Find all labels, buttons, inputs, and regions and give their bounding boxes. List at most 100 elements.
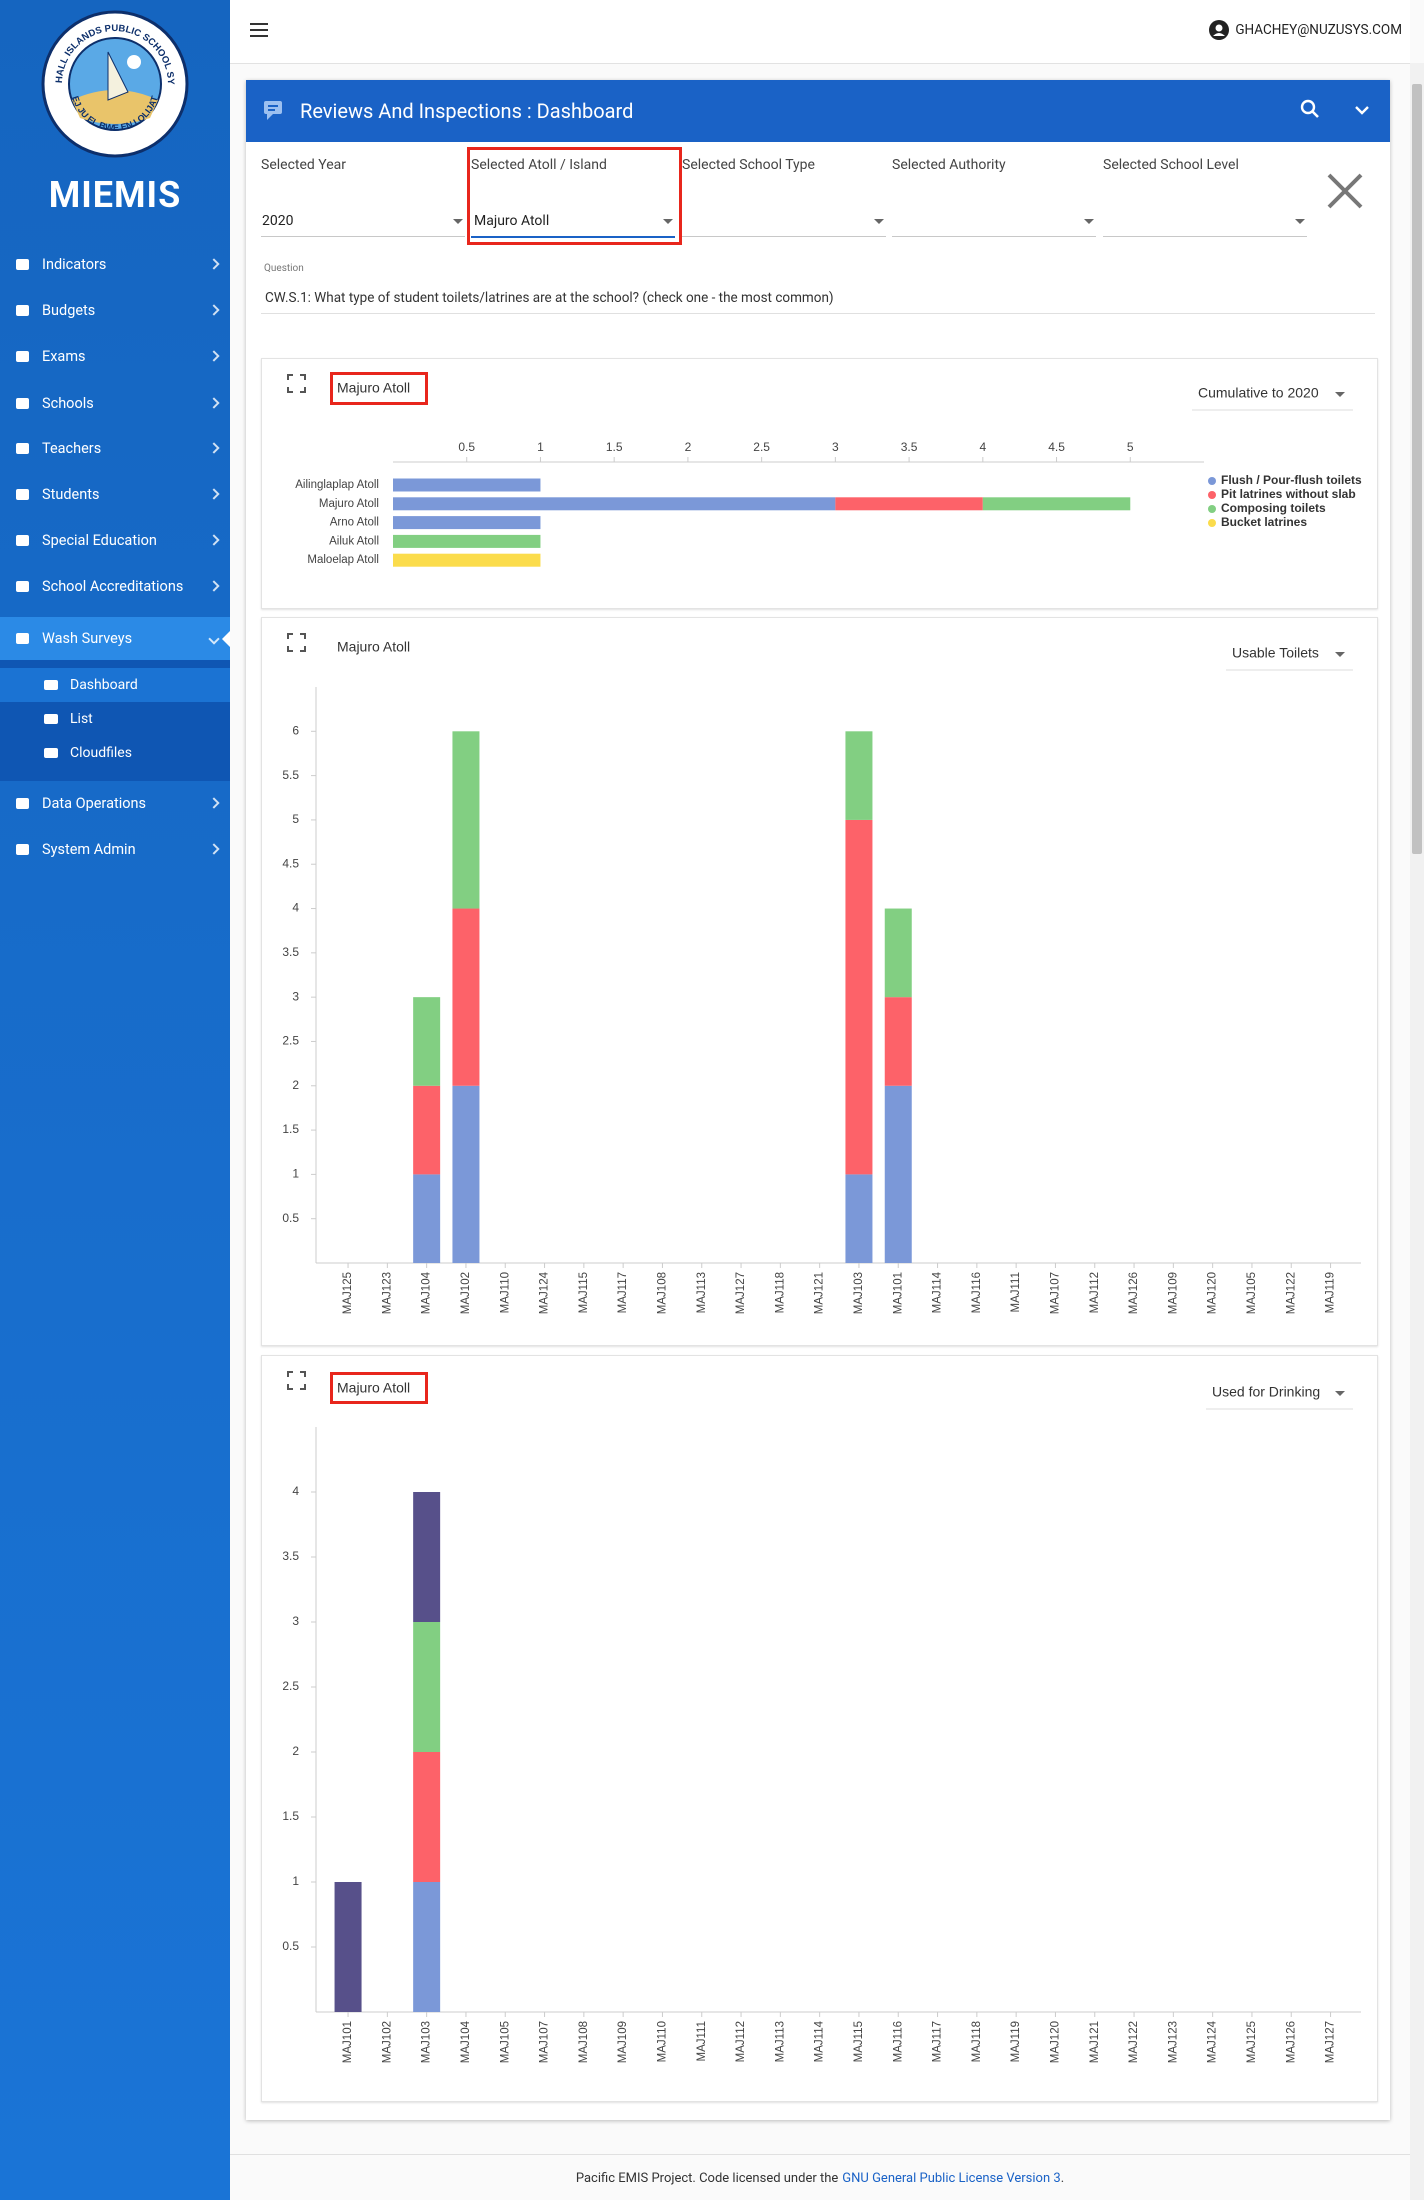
filter-caret[interactable] [663,219,673,224]
x-tick-label: MAJ107 [539,2021,551,2063]
panel-title: Reviews And Inspections : Dashboard [300,99,634,123]
nav-item[interactable]: Budgets [0,290,230,330]
charts: Majuro Atoll Cumulative to 2020 0.5 1 1.5 2 2.… [282,374,1362,2063]
chart-title: Majuro Atoll [337,639,410,655]
submenu-icon [44,680,58,690]
x-tick-label: 1.5 [606,440,623,454]
x-tick-label: 2 [685,440,692,454]
legend-swatch [1208,519,1216,527]
submenu-icon [44,748,58,758]
nav-label: Teachers [42,439,102,457]
filter-label: Selected School Type [682,157,815,173]
submenu-item[interactable]: List [0,702,230,736]
legend-swatch [1208,505,1216,513]
filter-underline [261,236,465,237]
submenu-label: List [70,711,93,727]
y-tick-label: 2.5 [282,1034,299,1048]
chart-selector[interactable]: Used for Drinking [1212,1384,1320,1400]
y-tick-label: 4 [292,901,299,915]
y-tick-label: Ailuk Atoll [329,535,379,547]
nav-item[interactable]: Indicators [0,244,230,284]
y-tick-label: 2.5 [282,1679,299,1693]
scrollbar-thumb[interactable] [1412,84,1422,854]
bar-segment [452,731,480,909]
chart-selector[interactable]: Cumulative to 2020 [1198,385,1319,401]
nav-item[interactable]: Wash Surveys [0,617,230,660]
filter-label: Selected School Level [1103,157,1239,173]
x-tick-label: MAJ125 [342,1272,354,1314]
filter-caret[interactable] [453,219,463,224]
bar-segment [413,1174,441,1263]
selector-caret [1335,652,1345,657]
fullscreen-icon[interactable] [287,1371,306,1390]
chart-selector[interactable]: Usable Toilets [1232,645,1319,661]
y-tick-label: 4.5 [282,856,299,870]
chart-card [261,617,1378,1346]
x-tick-label: MAJ113 [774,2021,786,2062]
nav-icon [16,397,29,409]
bar-segment [845,731,873,820]
question-label: Question [264,263,304,274]
y-tick-label: 0.5 [282,1211,299,1225]
x-tick-label: MAJ116 [971,1272,983,1313]
chart-title: Majuro Atoll [337,380,410,396]
filter-label: Selected Atoll / Island [471,157,607,173]
bar-segment [413,997,441,1086]
filter-caret[interactable] [874,219,884,224]
x-tick-label: MAJ124 [1207,2020,1219,2063]
fullscreen-icon[interactable] [287,633,306,652]
x-tick-label: MAJ117 [617,1272,629,1313]
x-tick-label: MAJ120 [1207,1272,1219,1314]
submenu-item[interactable]: Cloudfiles [0,736,230,770]
nav-item[interactable]: Students [0,474,230,514]
nav-label: Special Education [42,531,157,549]
filter-caret[interactable] [1084,219,1094,224]
bar-segment [393,478,541,492]
search-button[interactable] [1300,99,1322,121]
nav-item[interactable]: Schools [0,383,230,423]
x-tick-label: MAJ108 [578,2021,590,2063]
x-tick-label: 3.5 [901,440,918,454]
license-link[interactable]: GNU General Public License Version 3 [842,2170,1061,2186]
nav-item[interactable]: Data Operations [0,783,230,823]
x-tick-label: MAJ115 [853,2021,865,2062]
filter-value[interactable]: Majuro Atoll [474,213,550,229]
bar-segment [413,1752,441,1882]
clear-filters[interactable] [1326,172,1364,210]
filter-label: Selected Year [261,157,347,173]
user-menu[interactable]: GHACHEY@NUZUSYS.COM [1209,20,1402,40]
chart-card [261,1355,1378,2102]
nav-icon [16,534,29,546]
nav-item[interactable]: System Admin [0,829,230,869]
nav-icon [16,258,29,270]
x-tick-label: MAJ109 [617,2021,629,2063]
x-tick-label: MAJ119 [1325,1272,1337,1313]
x-tick-label: MAJ107 [1049,1272,1061,1314]
bar-segment [393,534,541,548]
collapse-button[interactable] [1354,104,1370,116]
submenu-item[interactable]: Dashboard [0,668,230,702]
menu-button[interactable] [250,23,268,37]
x-tick-label: MAJ120 [1049,2021,1061,2063]
footer: Pacific EMIS Project. Code licensed unde… [230,2154,1410,2200]
fullscreen-icon[interactable] [287,374,306,393]
filter-caret[interactable] [1295,219,1305,224]
nav-label: Indicators [42,255,107,273]
nav-item[interactable]: School Accreditations [0,566,230,606]
nav-icon [16,442,29,454]
logo-star [127,55,141,69]
x-tick-label: MAJ110 [656,2021,668,2062]
nav-item[interactable]: Exams [0,336,230,376]
selector-caret [1335,1391,1345,1396]
logo-beach [72,90,158,124]
x-tick-label: MAJ102 [460,1272,472,1314]
bar-segment [884,908,912,998]
nav-icon [16,797,29,809]
nav-item[interactable]: Teachers [0,428,230,468]
legend-label: Pit latrines without slab [1221,487,1356,501]
nav-item[interactable]: Special Education [0,520,230,560]
filter-value[interactable]: 2020 [262,213,294,229]
bar-segment [835,497,983,511]
y-tick-label: Maloelap Atoll [307,554,379,566]
bar-segment [413,1085,441,1175]
